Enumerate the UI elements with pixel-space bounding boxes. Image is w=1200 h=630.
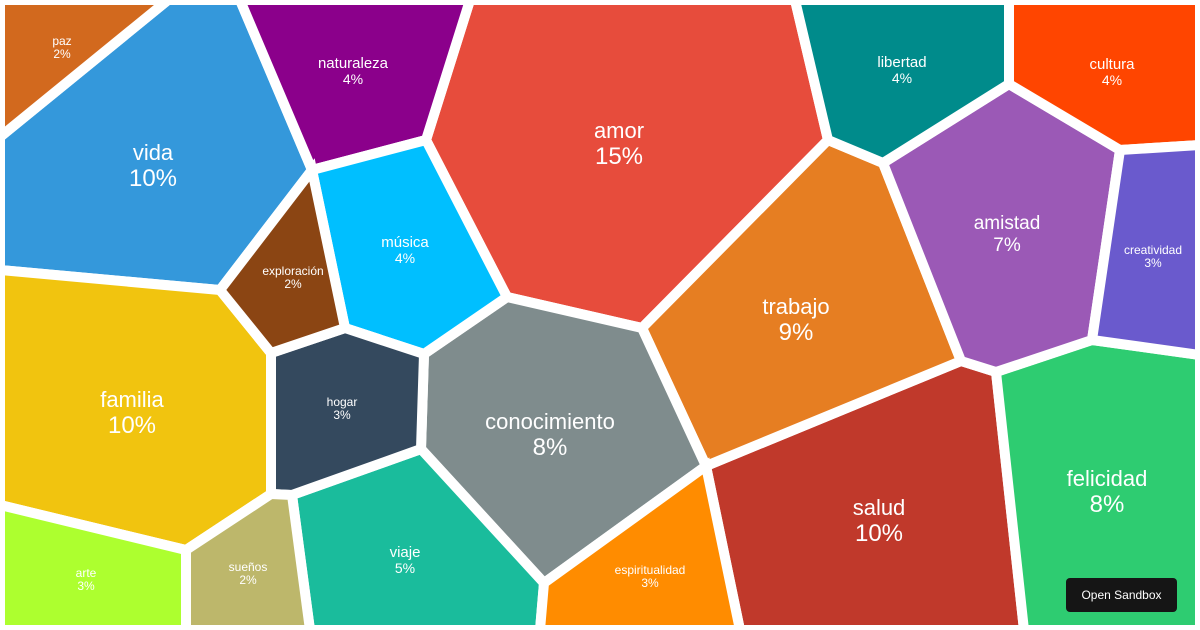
cell-value: 5% [395, 560, 415, 576]
cell-label: espiritualidad [615, 563, 686, 577]
cell-value: 3% [77, 579, 95, 593]
cell-label: sueños [229, 560, 268, 574]
cell-label: amistad [974, 213, 1041, 234]
cell-label: arte [76, 566, 97, 580]
labels-layer: amor15%vida10%familia10%salud10%trabajo9… [52, 34, 1182, 593]
cell-value: 10% [108, 412, 156, 439]
cell-value: 8% [1090, 491, 1125, 518]
cell-value: 4% [343, 71, 363, 87]
cell-value: 3% [333, 408, 351, 422]
cell-value: 10% [855, 520, 903, 547]
cell-value: 7% [993, 235, 1021, 256]
cell-value: 4% [1102, 72, 1122, 88]
cell-label: creatividad [1124, 243, 1182, 257]
cell-value: 3% [1144, 256, 1162, 270]
cell-label: familia [100, 387, 164, 412]
cell-value: 15% [595, 143, 643, 170]
cell-arte [0, 499, 191, 630]
cell-value: 4% [395, 250, 415, 266]
cell-label: trabajo [762, 294, 829, 319]
cell-value: 8% [533, 434, 568, 461]
cell-label: paz [52, 34, 71, 48]
cell-value: 2% [284, 277, 302, 291]
cell-label: música [381, 234, 429, 251]
cell-espiritualidad [534, 457, 746, 630]
open-sandbox-button[interactable]: Open Sandbox [1066, 578, 1177, 612]
cell-label: salud [853, 495, 906, 520]
cell-creatividad [1086, 139, 1200, 361]
cell-label: libertad [877, 54, 926, 71]
cell-value: 2% [239, 573, 257, 587]
cell-label: viaje [390, 544, 421, 561]
cell-label: exploración [262, 264, 323, 278]
cell-label: naturaleza [318, 55, 389, 72]
cell-suenos [181, 488, 316, 630]
cell-value: 10% [129, 165, 177, 192]
cell-value: 4% [892, 70, 912, 86]
cell-paz [0, 0, 176, 144]
cell-label: felicidad [1067, 466, 1148, 491]
cell-label: hogar [327, 395, 358, 409]
cell-label: conocimiento [485, 409, 615, 434]
cell-label: cultura [1089, 56, 1135, 73]
cell-value: 3% [641, 576, 659, 590]
cell-libertad [789, 0, 1014, 169]
cell-label: vida [133, 140, 174, 165]
cell-exploracion [213, 158, 351, 359]
cell-value: 2% [53, 47, 71, 61]
cell-label: amor [594, 118, 644, 143]
cell-value: 9% [779, 319, 814, 346]
